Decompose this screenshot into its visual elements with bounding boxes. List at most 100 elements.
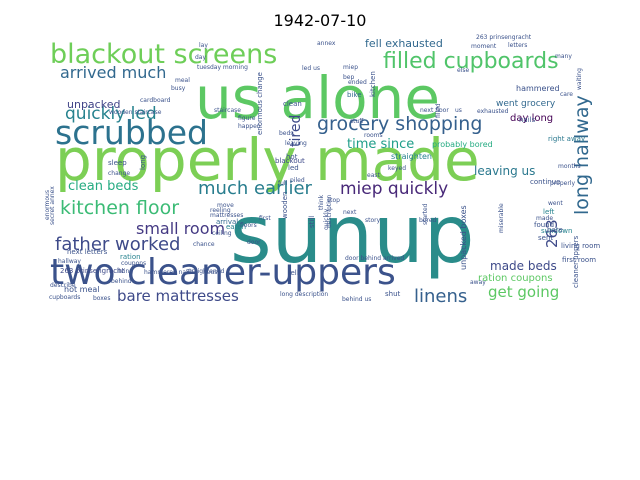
word-eaten: eaten (226, 223, 246, 231)
word-busy: busy (171, 85, 186, 92)
word-house: house (203, 269, 221, 276)
word-east: east (367, 172, 380, 179)
word-months: months (558, 163, 581, 170)
word-change: change (108, 170, 130, 177)
word-clean-beds: clean beds (68, 179, 139, 194)
word-bike: bike (347, 91, 362, 99)
word-scrubbed: scrubbed (55, 113, 208, 152)
word-exhausted: exhausted (477, 108, 509, 115)
word-bare-mattresses: bare mattresses (117, 287, 239, 305)
word-started: started (422, 203, 429, 225)
word-went: went (548, 200, 563, 207)
word-us-alone: us alone (195, 64, 440, 132)
word-day-long: day long (510, 113, 553, 124)
word-fell: fell (288, 269, 299, 277)
word-enormous-change: enormous change (256, 72, 264, 135)
word-figure: figure (238, 115, 256, 122)
word-living-room: living room (561, 242, 600, 250)
word-two-cleaner-uppers: two cleaner-uppers (50, 252, 396, 293)
word-door: door (247, 239, 261, 246)
word-quickly-led: quickly led (65, 104, 157, 124)
word-many: many (555, 53, 572, 60)
word-boxes: boxes (93, 295, 110, 302)
word-staircase: staircase (214, 107, 241, 114)
word-annex: annex (317, 40, 336, 47)
word-living: living (117, 268, 133, 275)
word-long-hallway: long hallway (571, 95, 593, 215)
word-else: else (457, 67, 469, 74)
word-cupboards: cupboards (49, 294, 80, 301)
cloud-background (45, 32, 580, 302)
word-describe: describe (50, 282, 76, 289)
word-263-prinsengracht: 263 prinsengracht (476, 34, 532, 41)
word-arrived: arrived (383, 255, 404, 262)
word-secret-annex: secret annex (49, 186, 56, 225)
word-enormous: enormous (44, 190, 51, 220)
word-first-room: first room (562, 256, 596, 264)
word-coupons: coupons (121, 260, 146, 267)
word-care: care (560, 91, 573, 98)
word-263-prinsengracht: 263 prinsengracht (60, 267, 125, 275)
word-leaving-us: leaving us (474, 164, 535, 178)
word-went-grocery: went grocery (496, 99, 556, 109)
word-made: made (536, 215, 553, 222)
word-description: description (326, 194, 333, 228)
word-happen: happen (238, 123, 261, 130)
word-cardboard: cardboard (140, 97, 171, 104)
word-straighten: straighten (391, 152, 432, 161)
word-ration: ration (120, 253, 141, 261)
word-door-behind: door behind (345, 255, 381, 262)
word-tired: tired (288, 115, 304, 147)
word-filled-cupboards: filled cupboards (383, 49, 559, 74)
word-continue: continue (530, 178, 560, 186)
word-sleep: sleep (108, 159, 127, 167)
word-grocery-shopping: grocery shopping (317, 113, 482, 135)
word-linens: linens (414, 286, 467, 307)
word-fell-exhausted: fell exhausted (365, 37, 443, 50)
chart-title: 1942-07-10 (273, 11, 367, 30)
word-still: still (308, 216, 316, 228)
word-quickly: quickly (323, 208, 330, 230)
word-hot: hot (286, 153, 298, 161)
word-rooms: rooms (364, 132, 383, 139)
word-sunup: sunup (230, 188, 475, 281)
word-behind-us: behind us (342, 296, 371, 303)
word-chance: chance (193, 241, 215, 248)
word-made-beds: made beds (490, 259, 557, 273)
word-hallway: hallway (58, 258, 81, 265)
word-sent: sent (538, 234, 553, 242)
word-full: full (278, 180, 288, 187)
word-properly-made: properly made (55, 126, 480, 194)
word-left: left (543, 208, 555, 216)
word-long-description: long description (280, 291, 328, 298)
word-kitchen: kitchen (369, 71, 377, 97)
word-waiting: waiting (576, 68, 583, 90)
word-unpacked-boxes: unpacked boxes (459, 205, 468, 270)
word-hammered-nails: hammered nails (144, 269, 193, 276)
word-think: think (318, 194, 325, 210)
word-ceiling: ceiling (212, 230, 232, 237)
word-bored: bored (419, 217, 437, 224)
word-sundown: sundown (541, 227, 572, 235)
word-kitchen-floor: kitchen floor (60, 197, 179, 219)
word-get-going: get going (488, 283, 559, 301)
word-263: 263 (543, 219, 561, 248)
word-moment: moment (471, 43, 497, 50)
word-much-earlier: much earlier (198, 178, 313, 199)
word-long: long (139, 155, 147, 170)
word-bare: bare (547, 226, 563, 234)
word-filled: filled (435, 103, 442, 118)
word-miep-quickly: miep quickly (340, 179, 448, 199)
word-ration-coupons: ration coupons (478, 273, 553, 284)
word-right-away: right away (548, 135, 585, 143)
word-probably-bored: probably bored (432, 140, 493, 149)
word-mattresses: mattresses (210, 212, 243, 219)
word-miserable: miserable (498, 203, 505, 233)
word-found: found (534, 221, 554, 229)
word-story: story (365, 217, 381, 224)
word-next: next (343, 209, 357, 216)
word-next-letters: next letters (67, 248, 108, 256)
word-bep: bep (343, 74, 355, 81)
word-arrived-much: arrived much (60, 63, 166, 82)
